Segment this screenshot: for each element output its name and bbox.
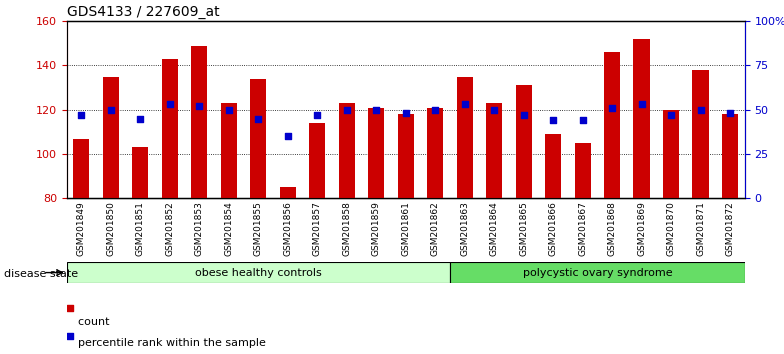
- Point: [488, 107, 500, 113]
- Text: GSM201851: GSM201851: [136, 201, 145, 256]
- Text: GDS4133 / 227609_at: GDS4133 / 227609_at: [67, 5, 220, 19]
- Point: [399, 110, 412, 116]
- Bar: [722, 114, 739, 198]
- Text: GSM201864: GSM201864: [490, 201, 499, 256]
- Point: [223, 107, 235, 113]
- Point: [311, 112, 324, 118]
- Bar: [73, 138, 89, 198]
- Bar: [575, 143, 590, 198]
- Text: GSM201854: GSM201854: [224, 201, 234, 256]
- Text: GSM201870: GSM201870: [666, 201, 676, 256]
- Point: [606, 105, 619, 111]
- Text: GSM201849: GSM201849: [77, 201, 86, 256]
- Point: [635, 102, 648, 107]
- Bar: [450, 262, 745, 283]
- Bar: [604, 52, 620, 198]
- Text: disease state: disease state: [4, 269, 78, 279]
- Text: GSM201872: GSM201872: [725, 201, 735, 256]
- Bar: [486, 103, 503, 198]
- Point: [193, 103, 205, 109]
- Bar: [663, 110, 679, 198]
- Text: GSM201868: GSM201868: [608, 201, 617, 256]
- Point: [340, 107, 353, 113]
- Bar: [191, 46, 208, 198]
- Text: GSM201866: GSM201866: [549, 201, 557, 256]
- Text: GSM201861: GSM201861: [401, 201, 410, 256]
- Text: GSM201858: GSM201858: [343, 201, 351, 256]
- Bar: [339, 103, 355, 198]
- Point: [252, 116, 264, 121]
- Point: [517, 112, 530, 118]
- Text: GSM201859: GSM201859: [372, 201, 381, 256]
- Text: GSM201871: GSM201871: [696, 201, 705, 256]
- Text: GSM201850: GSM201850: [107, 201, 115, 256]
- Text: GSM201865: GSM201865: [519, 201, 528, 256]
- Text: GSM201863: GSM201863: [460, 201, 469, 256]
- Point: [724, 110, 736, 116]
- Text: GSM201867: GSM201867: [578, 201, 587, 256]
- Text: GSM201852: GSM201852: [165, 201, 174, 256]
- Bar: [633, 39, 650, 198]
- Text: GSM201862: GSM201862: [430, 201, 440, 256]
- Text: GSM201857: GSM201857: [313, 201, 321, 256]
- Point: [665, 112, 677, 118]
- Bar: [545, 134, 561, 198]
- Bar: [280, 187, 296, 198]
- Bar: [427, 108, 443, 198]
- Text: obese healthy controls: obese healthy controls: [195, 268, 321, 278]
- Text: GSM201856: GSM201856: [283, 201, 292, 256]
- Bar: [456, 76, 473, 198]
- Bar: [250, 79, 267, 198]
- Bar: [221, 103, 237, 198]
- Point: [695, 107, 707, 113]
- Point: [167, 157, 180, 163]
- Bar: [692, 70, 709, 198]
- Bar: [132, 147, 148, 198]
- Bar: [516, 85, 532, 198]
- Point: [459, 102, 471, 107]
- Point: [429, 107, 441, 113]
- Text: GSM201855: GSM201855: [254, 201, 263, 256]
- Text: percentile rank within the sample: percentile rank within the sample: [71, 338, 266, 348]
- Bar: [162, 59, 178, 198]
- Point: [134, 116, 147, 121]
- Bar: [103, 76, 119, 198]
- Text: polycystic ovary syndrome: polycystic ovary syndrome: [523, 268, 672, 278]
- Point: [164, 102, 176, 107]
- Text: GSM201853: GSM201853: [194, 201, 204, 256]
- Bar: [397, 114, 414, 198]
- Point: [104, 107, 117, 113]
- Point: [281, 133, 294, 139]
- Point: [576, 118, 589, 123]
- Point: [370, 107, 383, 113]
- Text: GSM201869: GSM201869: [637, 201, 646, 256]
- Point: [75, 112, 88, 118]
- Bar: [309, 123, 325, 198]
- Bar: [368, 108, 384, 198]
- Point: [547, 118, 560, 123]
- Bar: [67, 262, 450, 283]
- Text: count: count: [71, 317, 109, 327]
